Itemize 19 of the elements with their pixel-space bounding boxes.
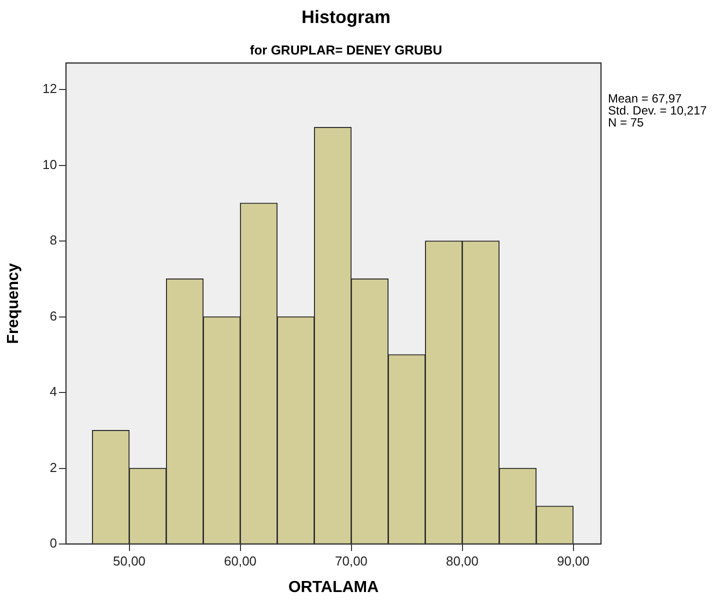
y-tick-label: 6 — [50, 308, 57, 324]
x-tick-label: 90,00 — [556, 553, 590, 568]
y-tick-label: 2 — [50, 460, 57, 475]
text: N = 75 — [608, 115, 644, 130]
text: Mean = 67,97 — [608, 91, 682, 106]
x-tick-label: 70,00 — [334, 553, 368, 568]
x-axis-title: ORTALAMA — [288, 578, 380, 596]
chart-subtitle: for GRUPLAR= DENEY GRUBU — [250, 42, 442, 58]
x-tick-label: 80,00 — [446, 553, 479, 568]
y-tick-label: 0 — [50, 536, 57, 551]
x-tick-label: 50,00 — [112, 553, 146, 568]
y-tick-label: 4 — [50, 384, 57, 400]
text: Std. Dev. = 10,217 — [608, 103, 708, 118]
y-axis-title: Frequency — [5, 262, 22, 344]
chart-title: Histogram — [301, 6, 391, 27]
y-tick-label: 10 — [42, 156, 57, 172]
y-tick-label: 8 — [50, 232, 57, 248]
y-tick-label: 12 — [42, 81, 57, 96]
x-tick-label: 60,00 — [224, 553, 257, 568]
